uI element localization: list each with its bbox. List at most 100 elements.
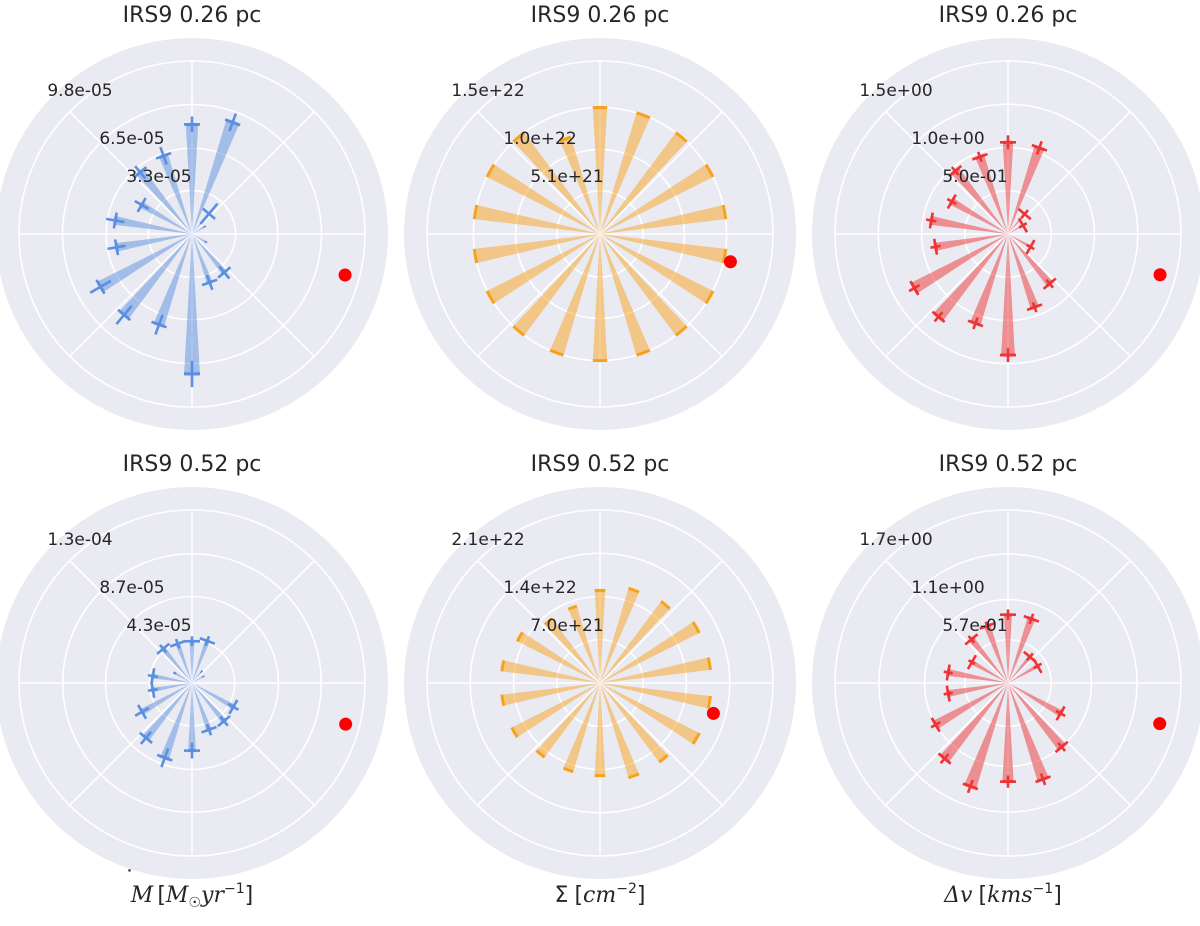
bar-9 xyxy=(1001,234,1015,356)
bar-11 xyxy=(142,683,192,741)
bar-3 xyxy=(192,675,204,683)
column-label-sigma: Σ [cm−2] xyxy=(555,881,646,908)
error-tick-11 xyxy=(117,308,132,322)
grid-spoke xyxy=(69,111,193,235)
grid-spoke xyxy=(477,560,601,684)
error-tick-11 xyxy=(937,752,952,765)
bar-1 xyxy=(600,112,650,234)
error-tick-14 xyxy=(150,667,156,685)
bar-12 xyxy=(933,683,1008,729)
reference-marker xyxy=(706,706,720,720)
bar-1 xyxy=(1008,617,1035,683)
grid-spoke xyxy=(599,233,723,357)
bar-1 xyxy=(1008,146,1045,234)
polar-panel-5: 7.0e+21 1.4e+22 2.1e+22 IRS9 0.52 pc xyxy=(404,452,796,879)
bar-17 xyxy=(984,624,1008,683)
bar-cap-3 xyxy=(202,225,207,229)
bar-15 xyxy=(950,198,1008,234)
bar-1 xyxy=(192,120,239,234)
bar-cap-3 xyxy=(691,621,701,634)
bar-cap-1 xyxy=(636,111,651,120)
bar-17 xyxy=(568,606,600,683)
polar-panel-2: 5.1e+21 1.0e+22 1.5e+22 IRS9 0.26 pc xyxy=(404,3,796,430)
bar-cap-6 xyxy=(203,240,208,244)
error-tick-14 xyxy=(945,664,951,681)
bar-2 xyxy=(600,132,687,234)
bar-15 xyxy=(486,164,600,234)
bar-3 xyxy=(600,622,700,683)
ring-label-0: 5.7e-01 xyxy=(942,616,1007,636)
bar-16 xyxy=(969,637,1008,683)
bar-10 xyxy=(970,234,1008,326)
bar-9 xyxy=(592,234,608,361)
error-tick-17 xyxy=(971,152,988,161)
bar-10 xyxy=(153,234,192,327)
bar-cap-4 xyxy=(706,657,712,671)
bar-6 xyxy=(600,234,714,304)
bar-8 xyxy=(1008,683,1049,782)
panel-title: IRS9 0.26 pc xyxy=(531,3,670,28)
polar-panel-3: 5.0e-01 1.0e+00 1.5e+00 IRS9 0.26 pc xyxy=(812,3,1200,430)
ring-label-1: 1.0e+00 xyxy=(911,129,984,149)
bar-16 xyxy=(513,132,600,234)
bar-16 xyxy=(136,169,192,234)
bar-11 xyxy=(119,234,192,319)
error-tick-12 xyxy=(136,704,148,720)
error-tick-8 xyxy=(201,725,217,734)
grid-spoke xyxy=(599,111,723,235)
bar-10 xyxy=(964,683,1008,789)
error-tick-10 xyxy=(962,782,979,791)
grid-spoke xyxy=(69,560,193,684)
ring-label-1: 1.4e+22 xyxy=(503,578,576,598)
error-tick-12 xyxy=(909,280,920,296)
bar-12 xyxy=(911,234,1008,294)
error-tick-10 xyxy=(156,753,173,762)
error-tick-11 xyxy=(931,310,946,323)
bar-cap-10 xyxy=(549,348,564,357)
grid-spoke xyxy=(477,682,601,806)
bar-cap-13 xyxy=(472,248,479,264)
bar-cap-15 xyxy=(515,631,524,642)
bar-15 xyxy=(174,672,192,683)
bar-11 xyxy=(933,234,1008,321)
bar-cap-5 xyxy=(706,695,712,709)
error-tick-12 xyxy=(95,279,106,295)
error-tick-13 xyxy=(932,238,939,255)
bar-0 xyxy=(592,107,608,234)
grid-spoke xyxy=(477,111,601,235)
grid-spoke xyxy=(69,233,193,357)
bar-cap-5 xyxy=(721,248,728,264)
bar-17 xyxy=(975,155,1008,234)
bar-9 xyxy=(188,683,196,751)
column-label-dv: Δv [kms−1] xyxy=(943,881,1062,908)
error-tick-17 xyxy=(169,639,186,648)
bar-13 xyxy=(947,683,1008,697)
bar-cap-7 xyxy=(658,753,669,764)
bar-14 xyxy=(114,216,192,234)
bar-7 xyxy=(600,683,668,763)
error-tick-7 xyxy=(217,266,232,279)
error-tick-12 xyxy=(930,717,941,733)
error-tick-16 xyxy=(156,642,171,655)
bar-cap-2 xyxy=(200,669,204,674)
bar-15 xyxy=(970,660,1008,683)
grid-spoke xyxy=(885,682,1009,806)
bar-cap-14 xyxy=(500,659,506,672)
bar-3 xyxy=(192,226,205,234)
bar-5 xyxy=(600,683,711,709)
bar-7 xyxy=(192,683,227,723)
ring-label-0: 5.1e+21 xyxy=(530,167,603,187)
error-tick-15 xyxy=(946,193,957,210)
bar-7 xyxy=(1008,234,1053,286)
bar-12 xyxy=(97,234,192,292)
grid-spoke xyxy=(599,560,723,684)
bar-17 xyxy=(560,137,600,234)
bar-0 xyxy=(189,641,195,683)
bar-6 xyxy=(1008,683,1063,717)
grid-spoke xyxy=(191,111,315,235)
ring-label-0: 5.0e-01 xyxy=(942,167,1007,187)
error-tick-14 xyxy=(928,212,935,229)
bar-8 xyxy=(600,234,650,356)
grid-spoke xyxy=(885,111,1009,235)
bar-cap-15 xyxy=(172,671,177,675)
